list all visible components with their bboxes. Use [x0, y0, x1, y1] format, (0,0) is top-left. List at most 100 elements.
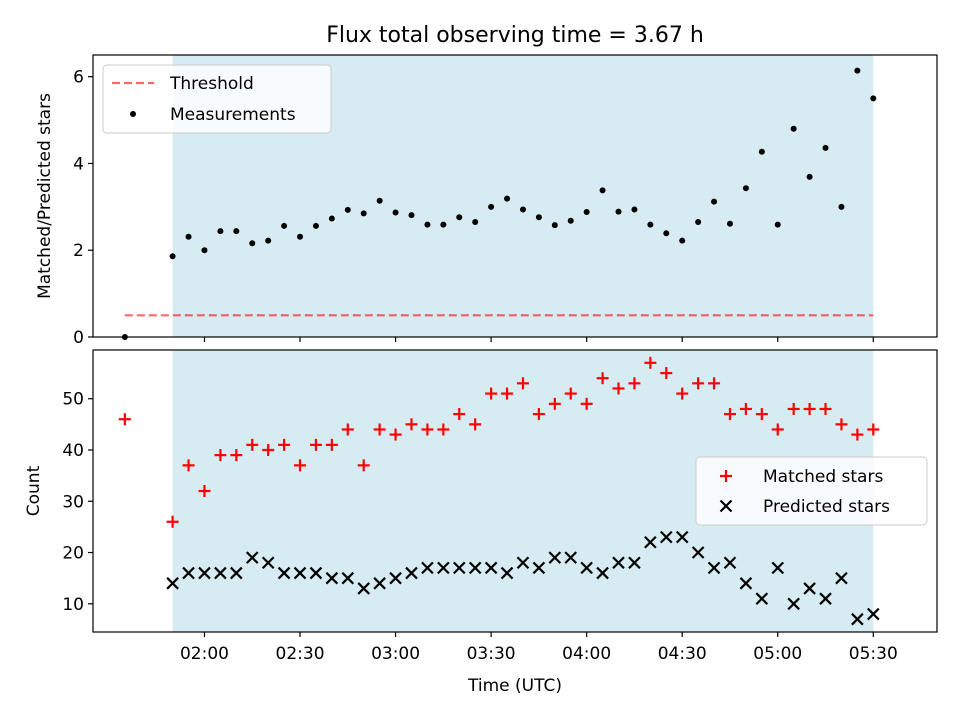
predicted-stars-point: [182, 566, 195, 580]
predicted-stars-point: [755, 592, 769, 605]
predicted-stars-point: [532, 561, 546, 575]
matched-stars-point: [692, 377, 705, 390]
matched-stars-point: [564, 387, 577, 400]
measurement-point: [233, 228, 240, 235]
matched-stars-point: [357, 459, 370, 472]
predicted-stars-point: [468, 561, 482, 575]
matched-stars-point: [628, 377, 641, 390]
matched-stars-point: [118, 413, 131, 426]
predicted-stars-point: [596, 566, 609, 580]
predicted-stars-point: [644, 535, 657, 549]
measurement-point: [726, 220, 733, 227]
matched-stars-point: [803, 402, 816, 415]
matched-stars-point: [708, 377, 721, 390]
matched-stars-point: [676, 387, 689, 400]
measurement-point: [711, 198, 718, 205]
predicted-stars-point: [691, 546, 705, 559]
predicted-stars-point: [867, 607, 880, 621]
y-tick-label: 0: [73, 328, 84, 348]
matched-stars-point: [437, 423, 450, 436]
matched-stars-point: [755, 408, 768, 421]
matched-stars-point: [819, 402, 832, 415]
matched-stars-point: [596, 372, 609, 385]
legend-label-measurements: Measurements: [170, 105, 296, 125]
measurement-point: [790, 125, 797, 132]
axes-frame: [92, 54, 938, 338]
legend-label-threshold: Threshold: [169, 74, 254, 94]
predicted-stars-point: [293, 566, 307, 580]
axes-frame: [92, 349, 938, 633]
predicted-stars-point: [612, 556, 625, 570]
predicted-stars-point: [516, 556, 530, 570]
predicted-stars-point: [325, 571, 339, 585]
predicted-stars-point: [739, 577, 753, 590]
x-tick-label: 05:00: [753, 644, 802, 664]
legend-measurements-swatch: [130, 111, 136, 117]
predicted-stars-point: [851, 612, 864, 626]
measurement-point: [344, 206, 351, 213]
y-tick-label: 30: [62, 492, 84, 512]
predicted-stars-point: [166, 577, 179, 590]
legend-matched-swatch: [720, 470, 732, 482]
x-tick-label: 05:30: [849, 644, 898, 664]
x-tick-label: 02:00: [180, 644, 229, 664]
legend-predicted-swatch: [719, 499, 733, 513]
predicted-stars-point: [580, 561, 593, 575]
x-tick-label: 03:00: [371, 644, 420, 664]
predicted-stars-point: [787, 597, 800, 611]
predicted-stars-point: [548, 551, 562, 564]
predicted-stars-point: [230, 566, 243, 580]
matched-stars-point: [771, 423, 784, 436]
measurement-point: [472, 219, 479, 226]
measurement-point: [360, 210, 367, 217]
matched-stars-point: [580, 397, 593, 410]
predicted-stars-point: [357, 582, 370, 595]
matched-stars-point: [453, 408, 466, 421]
matched-stars-point: [501, 387, 514, 400]
matched-stars-point: [739, 402, 752, 415]
predicted-stars-point: [341, 571, 355, 585]
matched-stars-point: [644, 356, 657, 369]
top-panel: 0 2 4 6 Matched/Predicted stars Threshold Meas…: [35, 54, 938, 348]
matched-stars-point: [421, 423, 434, 436]
x-tick-label: 03:30: [467, 644, 516, 664]
measurement-point: [456, 214, 463, 221]
predicted-stars-point: [214, 566, 227, 580]
predicted-stars-point: [723, 556, 737, 570]
y-axis-label: Matched/Predicted stars: [35, 93, 55, 299]
y-axis-label: Count: [24, 465, 44, 516]
matched-stars-point: [469, 418, 482, 431]
matched-stars-point: [182, 459, 195, 472]
legend: Threshold Measurements: [102, 64, 332, 134]
predicted-stars-point: [707, 561, 721, 575]
matched-stars-point: [532, 408, 545, 421]
measurement-point: [583, 209, 590, 216]
matched-stars-point: [405, 418, 418, 431]
matched-stars-point: [214, 449, 227, 462]
measurement-point: [376, 197, 383, 204]
predicted-stars-point: [660, 530, 673, 544]
measurement-point: [695, 219, 702, 226]
measurement-point: [519, 206, 526, 213]
measurement-point: [663, 230, 670, 237]
legend-label-matched: Matched stars: [763, 467, 883, 487]
matched-stars-point: [341, 423, 354, 436]
predicted-stars-point: [564, 551, 578, 564]
matched-stars-point: [294, 459, 307, 472]
measurement-point: [567, 217, 574, 224]
predicted-stars-point: [245, 551, 259, 564]
measurement-point: [217, 228, 224, 235]
matched-stars-point: [485, 387, 498, 400]
predicted-stars-point: [309, 566, 323, 580]
x-tick-label: 02:30: [276, 644, 325, 664]
matched-stars-point: [723, 408, 736, 421]
measurement-point: [328, 215, 335, 222]
matched-stars-point: [246, 438, 259, 451]
predicted-stars-point: [628, 556, 641, 570]
measurement-point: [408, 212, 415, 219]
measurement-point: [424, 221, 431, 228]
predicted-stars-point: [819, 592, 832, 605]
matched-stars-point: [325, 438, 338, 451]
predicted-stars-point: [771, 561, 785, 575]
